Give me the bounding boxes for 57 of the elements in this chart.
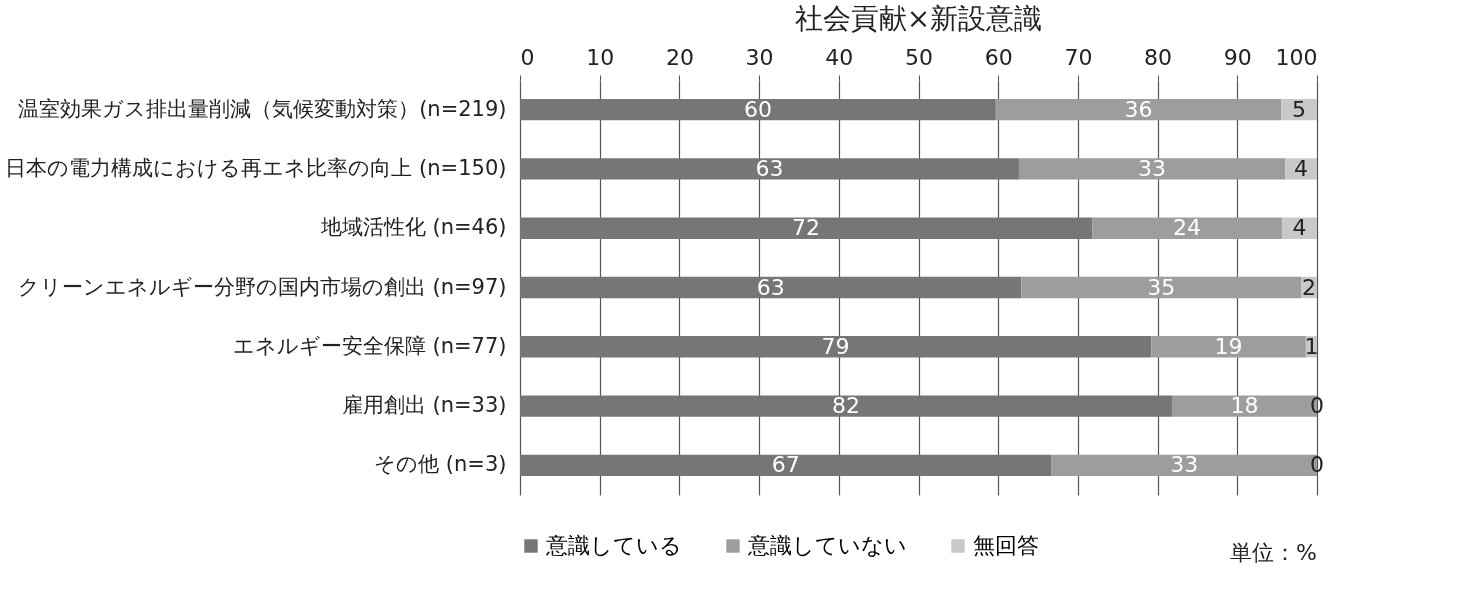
bar — [1021, 276, 1302, 299]
bar — [520, 276, 1022, 299]
x-tick-label: 100 — [1275, 44, 1318, 70]
bar — [520, 454, 1052, 477]
data-label: 72 — [792, 215, 821, 241]
x-tick-label: 80 — [1144, 44, 1173, 70]
data-label: 67 — [771, 452, 800, 478]
data-label: 33 — [1138, 155, 1167, 181]
y-tick-label: その他 (n=3) — [374, 452, 507, 477]
x-tick-label: 60 — [984, 44, 1013, 70]
data-label: 60 — [743, 96, 772, 122]
y-tick-label: 温室効果ガス排出量削減（気候変動対策）(n=219) — [18, 96, 507, 121]
x-tick-label: 10 — [586, 44, 615, 70]
x-tick-label: 0 — [520, 44, 535, 70]
legend-label: 無回答 — [973, 533, 1039, 558]
bar — [520, 98, 996, 121]
data-label: 24 — [1173, 215, 1202, 241]
data-label: 5 — [1292, 96, 1307, 122]
text: 単位：% — [1230, 540, 1317, 565]
x-tick-label: 40 — [825, 44, 854, 70]
data-label: 1 — [1304, 333, 1319, 359]
data-label: 63 — [755, 155, 784, 181]
data-label: 4 — [1292, 215, 1307, 241]
data-label: 33 — [1170, 452, 1199, 478]
data-label: 63 — [756, 274, 785, 300]
legend-label: 意識していない — [747, 533, 907, 558]
y-tick-label: 雇用創出 (n=33) — [341, 393, 507, 418]
x-tick-label: 30 — [745, 44, 774, 70]
legend-label: 意識している — [545, 533, 682, 558]
bar — [520, 158, 1019, 180]
data-label: 2 — [1302, 274, 1317, 300]
data-label: 18 — [1230, 393, 1259, 419]
bar — [1018, 158, 1286, 180]
data-label: 82 — [831, 393, 860, 419]
x-tick-label: 90 — [1223, 44, 1252, 70]
bar — [1151, 336, 1306, 358]
y-tick-label: 日本の電力構成における再エネ比率の向上 (n=150) — [5, 155, 507, 180]
y-tick-label: クリーンエネルギー分野の国内市場の創出 (n=97) — [17, 274, 507, 299]
chart-title: 社会貢献×新設意識 — [794, 2, 1043, 35]
x-tick-label: 50 — [905, 44, 933, 70]
bar — [520, 395, 1172, 417]
bar — [995, 98, 1282, 121]
y-tick-label: 地域活性化 (n=46) — [319, 215, 507, 240]
bar — [520, 336, 1152, 358]
bar — [1285, 158, 1317, 180]
data-label: 36 — [1124, 96, 1153, 122]
data-label: 0 — [1310, 452, 1324, 478]
data-label: 79 — [821, 333, 850, 359]
bar — [1092, 217, 1282, 239]
data-label: 35 — [1147, 274, 1176, 300]
data-label: 19 — [1214, 333, 1243, 359]
data-label: 4 — [1294, 155, 1309, 181]
bar — [520, 217, 1093, 239]
data-label: 0 — [1310, 393, 1324, 419]
y-tick-label: エネルギー安全保障 (n=77) — [232, 333, 507, 358]
x-tick-label: 20 — [665, 44, 694, 70]
x-tick-label: 70 — [1064, 44, 1093, 70]
